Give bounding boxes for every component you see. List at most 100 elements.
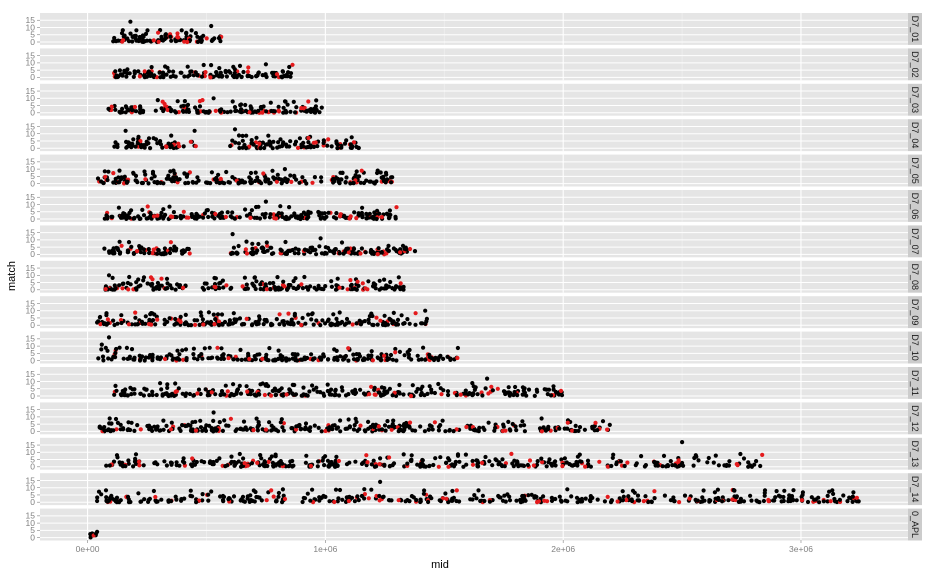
- data-point: [387, 208, 392, 213]
- data-point: [276, 494, 281, 499]
- data-point: [713, 453, 718, 458]
- data-point: [231, 245, 236, 250]
- data-point: [343, 248, 348, 253]
- data-point: [249, 323, 255, 328]
- data-point: [238, 347, 243, 352]
- data-point: [762, 488, 768, 493]
- data-point: [539, 429, 545, 434]
- data-point: [276, 104, 281, 109]
- data-point: [237, 383, 242, 388]
- data-point: [152, 73, 157, 78]
- data-point: [142, 497, 147, 502]
- data-point: [314, 98, 319, 103]
- data-point: [213, 108, 218, 113]
- data-point: [206, 109, 212, 114]
- data-point: [132, 428, 137, 433]
- data-point: [142, 251, 147, 256]
- data-point: [438, 499, 443, 504]
- data-point: [386, 424, 391, 429]
- data-point: [387, 498, 392, 503]
- data-point: [478, 498, 483, 504]
- data-point: [153, 137, 159, 142]
- data-point: [332, 357, 337, 362]
- data-point: [383, 170, 389, 175]
- data-point: [107, 421, 112, 426]
- data-point: [464, 462, 469, 467]
- data-point: [280, 69, 285, 74]
- data-point: [445, 354, 450, 359]
- data-point: [430, 427, 435, 432]
- data-point: [302, 496, 308, 501]
- data-point: [305, 393, 310, 398]
- data-point: [292, 311, 297, 316]
- data-point: [132, 104, 138, 110]
- data-point: [282, 496, 288, 502]
- data-point: [244, 251, 250, 256]
- data-point: [223, 214, 228, 220]
- data-point: [178, 213, 183, 219]
- data-point: [99, 347, 104, 352]
- data-point: [220, 322, 225, 327]
- data-point: [358, 180, 363, 185]
- data-point: [306, 312, 311, 317]
- data-point: [110, 275, 115, 280]
- data-point: [418, 464, 423, 469]
- data-point: [339, 385, 344, 390]
- data-point: [263, 199, 268, 204]
- data-point: [173, 287, 178, 292]
- y-tick-label: 15: [26, 475, 36, 485]
- data-point: [161, 216, 166, 221]
- data-point: [173, 381, 178, 386]
- strip-background: [908, 119, 922, 152]
- data-point: [253, 357, 258, 362]
- data-point: [327, 499, 332, 504]
- data-point: [226, 497, 231, 502]
- data-point: [132, 391, 137, 396]
- data-point: [141, 463, 146, 468]
- data-point: [254, 416, 259, 421]
- data-point: [209, 170, 214, 175]
- data-point: [569, 463, 574, 468]
- data-point: [805, 499, 811, 505]
- data-point: [282, 110, 287, 115]
- data-point: [285, 102, 290, 107]
- data-point: [407, 246, 413, 252]
- data-point: [171, 168, 176, 173]
- data-point: [218, 494, 223, 499]
- data-point: [121, 211, 126, 216]
- data-point: [150, 389, 155, 394]
- data-point: [193, 428, 199, 433]
- data-point: [291, 322, 296, 327]
- data-point: [264, 109, 269, 114]
- data-point: [562, 456, 568, 461]
- data-point: [402, 464, 407, 469]
- y-tick-label: 15: [26, 511, 36, 521]
- strip-background: [908, 367, 922, 399]
- data-point: [565, 426, 570, 431]
- data-point: [222, 392, 227, 397]
- data-point: [218, 392, 223, 398]
- data-point: [200, 428, 205, 433]
- data-point: [192, 318, 197, 323]
- data-point: [171, 176, 176, 181]
- data-point: [351, 246, 357, 252]
- data-point: [310, 487, 315, 492]
- data-point: [228, 416, 233, 421]
- data-point: [251, 142, 256, 147]
- data-point: [490, 463, 495, 468]
- data-point: [505, 492, 510, 497]
- data-point: [605, 427, 610, 432]
- data-point: [270, 460, 275, 465]
- data-point: [134, 109, 139, 114]
- data-point: [131, 464, 136, 469]
- data-point: [353, 459, 358, 464]
- data-point: [263, 355, 268, 360]
- data-point: [237, 63, 243, 68]
- data-point: [99, 342, 104, 347]
- data-point: [246, 65, 251, 70]
- data-point: [285, 177, 290, 182]
- data-point: [319, 251, 324, 256]
- data-point: [352, 210, 357, 215]
